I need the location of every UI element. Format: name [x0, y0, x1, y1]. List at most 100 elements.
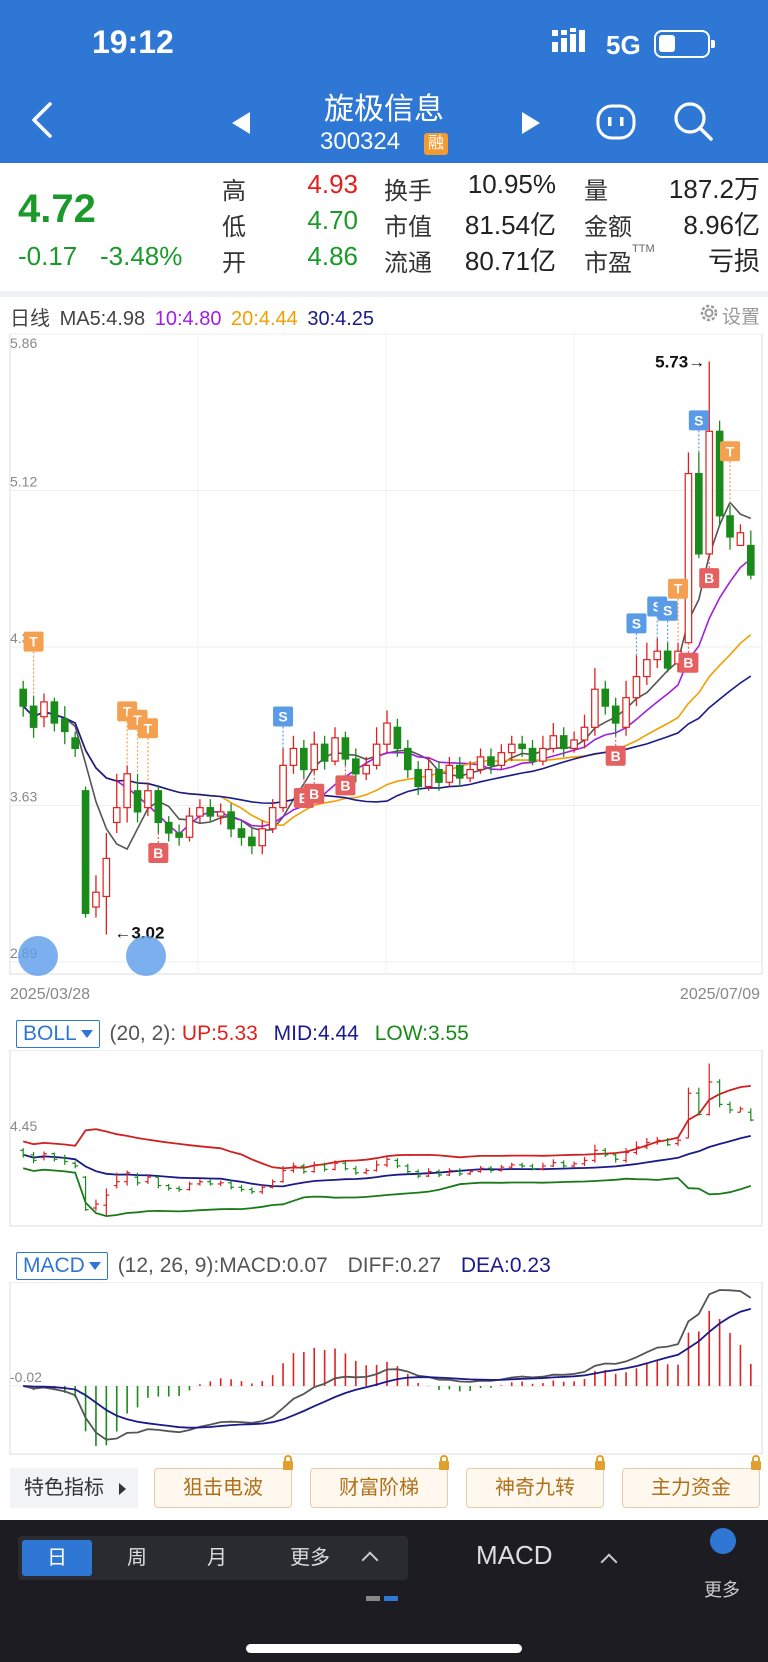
stat-value: 4.70: [307, 205, 358, 235]
date-end: 2025/07/09: [679, 986, 760, 1003]
stat-label: 开: [222, 250, 246, 277]
period-week-tab[interactable]: 周: [127, 1547, 147, 1569]
candle: [71, 737, 79, 750]
signal-label: T: [123, 703, 132, 719]
boll-chart[interactable]: 4.45: [0, 1050, 768, 1230]
candle: [705, 430, 714, 555]
candle: [112, 807, 121, 824]
next-stock-arrow-icon[interactable]: [522, 112, 540, 134]
signal-marker: [273, 706, 294, 727]
settings-button[interactable]: 设置: [722, 307, 761, 328]
candle: [528, 747, 537, 762]
candle: [268, 807, 277, 830]
lock-icon: [595, 1455, 605, 1470]
status-time: 19:12: [92, 24, 174, 60]
search-icon[interactable]: [672, 100, 714, 142]
prev-stock-arrow-icon[interactable]: [232, 112, 250, 134]
candle: [715, 430, 724, 517]
macd-diff: DIFF:0.27: [347, 1254, 442, 1277]
boll-mid-line: [22, 1135, 751, 1188]
signal-marker: [148, 843, 169, 864]
feature-bar: 特色指标 狙击电波 财富阶梯 神奇九转 主力资金: [0, 1455, 768, 1520]
gear-icon[interactable]: [698, 302, 720, 324]
candle: [424, 768, 433, 788]
candle: [320, 743, 329, 762]
candle: [580, 726, 589, 741]
candle: [591, 688, 599, 728]
more-button[interactable]: 更多: [704, 1580, 740, 1600]
boll-selector[interactable]: BOLL: [16, 1020, 100, 1048]
signal-label: T: [133, 712, 142, 728]
period-day-tab[interactable]: 日: [22, 1540, 92, 1576]
candle: [144, 790, 152, 809]
signal-label: B: [704, 570, 714, 586]
candle: [175, 832, 183, 838]
macd-chart[interactable]: -0.02: [0, 1282, 768, 1458]
candle: [237, 828, 246, 838]
macd-value: MACD:0.07: [219, 1254, 328, 1277]
ma30-line: [22, 675, 752, 805]
signal-marker: [626, 613, 647, 634]
signal-marker: [137, 718, 158, 739]
chevron-up-icon[interactable]: [600, 1553, 618, 1571]
candle: [549, 735, 558, 750]
candle: [455, 764, 464, 779]
macd-params: (12, 26, 9):: [117, 1254, 220, 1277]
ma30-value: 30:4.25: [307, 308, 375, 330]
indicator-selector[interactable]: MACD: [476, 1540, 553, 1570]
stat-label: 金额: [584, 214, 632, 241]
candle: [476, 756, 485, 771]
boll-params: (20, 2):: [109, 1022, 177, 1045]
candle: [383, 722, 391, 745]
candle: [663, 650, 672, 669]
date-start: 2025/03/28: [10, 986, 91, 1003]
kline-chart[interactable]: 5.865.124.383.632.895.73→←3.02TTTTBSBBBS…: [0, 328, 768, 984]
stat-label: 量: [584, 178, 608, 205]
boll-low-line: [22, 1167, 752, 1218]
back-arrow-icon[interactable]: [30, 100, 54, 140]
more-icon[interactable]: [710, 1528, 736, 1554]
candle: [154, 790, 163, 824]
signal-label: S: [663, 603, 672, 619]
signal-label: S: [653, 598, 662, 614]
candle: [216, 811, 225, 817]
period-month-tab[interactable]: 月: [207, 1547, 227, 1569]
bottom-toolbar: 日 周 月 更多 MACD 更多: [0, 1520, 768, 1662]
candle: [695, 472, 703, 555]
feature-indicators-menu[interactable]: 特色指标: [10, 1468, 138, 1508]
period-more-tab[interactable]: 更多: [290, 1547, 330, 1569]
ma10-line: [22, 558, 752, 836]
candle: [445, 764, 454, 783]
feature-button-2[interactable]: 财富阶梯: [310, 1455, 449, 1508]
y-tick-label: 5.12: [10, 473, 37, 489]
feature-button-1[interactable]: 狙击电波: [154, 1455, 293, 1508]
candle: [393, 726, 402, 750]
candle: [632, 675, 641, 699]
signal-label: S: [278, 708, 287, 724]
candle: [559, 735, 568, 750]
stat-value: 4.86: [307, 241, 358, 271]
candle: [518, 743, 526, 750]
chat-icon[interactable]: [596, 104, 636, 144]
signal-marker: [699, 568, 720, 589]
candle: [487, 756, 495, 766]
stat-label: 高: [222, 178, 246, 205]
macd-diff-line: [22, 1289, 752, 1441]
candle: [403, 747, 412, 771]
macd-dea-line: [23, 1308, 752, 1429]
period-label: 日线: [10, 308, 50, 330]
chevron-up-icon[interactable]: [361, 1551, 379, 1569]
candle: [60, 718, 69, 733]
y-tick-label: 3.63: [10, 789, 37, 805]
divider: [0, 291, 768, 297]
feature-button-3[interactable]: 神奇九转: [466, 1455, 605, 1508]
candle: [81, 790, 90, 914]
candle: [507, 743, 516, 754]
signal-label: T: [144, 720, 153, 736]
candle: [29, 705, 38, 728]
candle: [123, 773, 131, 809]
y-tick-label: 5.86: [10, 335, 37, 351]
macd-selector[interactable]: MACD: [16, 1252, 108, 1280]
feature-button-4[interactable]: 主力资金: [622, 1455, 761, 1508]
macd-dea: DEA:0.23: [460, 1254, 551, 1277]
